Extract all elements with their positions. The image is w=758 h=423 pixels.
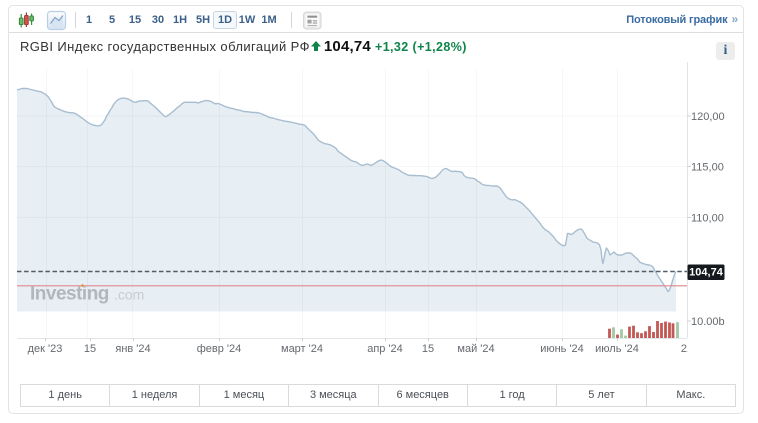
svg-text:янв '24: янв '24 xyxy=(115,343,150,355)
svg-text:Investing: Investing xyxy=(30,284,109,305)
svg-text:.com: .com xyxy=(114,287,144,303)
svg-text:21: 21 xyxy=(681,343,693,355)
svg-text:май '24: май '24 xyxy=(457,343,494,355)
svg-text:10.00b: 10.00b xyxy=(691,316,725,328)
svg-text:15: 15 xyxy=(422,343,434,355)
svg-text:июнь '24: июнь '24 xyxy=(540,343,584,355)
svg-text:110,00: 110,00 xyxy=(691,212,724,224)
svg-text:дек '23: дек '23 xyxy=(28,343,63,355)
svg-text:февр '24: февр '24 xyxy=(197,343,242,355)
svg-text:июль '24: июль '24 xyxy=(595,343,639,355)
svg-text:104,74: 104,74 xyxy=(689,267,724,279)
svg-text:120,00: 120,00 xyxy=(691,111,725,123)
svg-text:15: 15 xyxy=(84,343,96,355)
svg-text:115,00: 115,00 xyxy=(691,161,724,173)
svg-text:март '24: март '24 xyxy=(281,343,323,355)
svg-text:апр '24: апр '24 xyxy=(367,343,403,355)
